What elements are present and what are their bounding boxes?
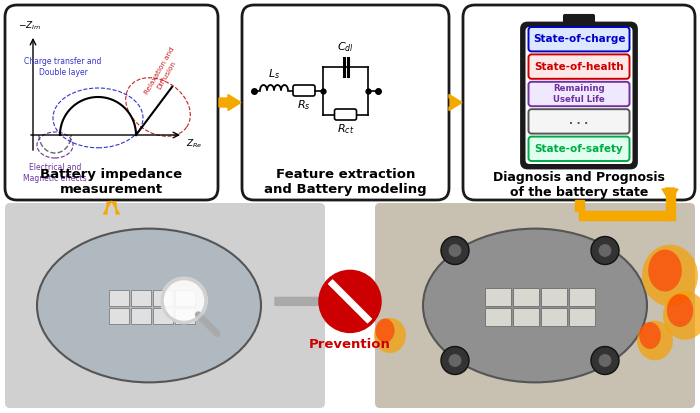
Text: $R_{ct}$: $R_{ct}$ [337, 122, 354, 136]
FancyBboxPatch shape [375, 203, 695, 408]
Ellipse shape [374, 318, 406, 353]
Text: . . .: . . . [569, 116, 589, 126]
Ellipse shape [375, 318, 395, 342]
FancyArrow shape [219, 95, 241, 111]
Text: Prevention: Prevention [309, 338, 391, 351]
Bar [569, 308, 595, 326]
Ellipse shape [667, 294, 693, 327]
FancyBboxPatch shape [242, 5, 449, 200]
Bar [541, 308, 567, 326]
Text: State-of-safety: State-of-safety [535, 144, 624, 154]
Circle shape [591, 237, 619, 264]
Circle shape [441, 237, 469, 264]
Bar [131, 290, 151, 306]
Text: Relaxation and
Diffusion: Relaxation and Diffusion [144, 47, 182, 100]
Text: $Z_{Re}$: $Z_{Re}$ [186, 137, 202, 150]
FancyBboxPatch shape [564, 15, 594, 24]
FancyBboxPatch shape [526, 27, 633, 164]
Bar [485, 288, 511, 306]
FancyBboxPatch shape [335, 109, 356, 120]
Ellipse shape [648, 249, 682, 292]
FancyBboxPatch shape [528, 109, 629, 133]
Bar [579, 211, 670, 219]
Text: $L_s$: $L_s$ [268, 68, 280, 81]
Text: $C_{dl}$: $C_{dl}$ [337, 41, 354, 55]
Text: Diagnosis and Prognosis
of the battery state: Diagnosis and Prognosis of the battery s… [493, 171, 665, 199]
FancyArrow shape [104, 201, 120, 214]
FancyBboxPatch shape [528, 27, 629, 51]
Text: State-of-charge: State-of-charge [533, 34, 625, 44]
Circle shape [598, 354, 612, 368]
Circle shape [448, 354, 462, 368]
Bar [109, 290, 129, 306]
Text: $-Z_{Im}$: $-Z_{Im}$ [18, 19, 42, 32]
Bar [666, 190, 675, 219]
Bar [131, 308, 151, 324]
Text: Electrical and
Magnetic effects: Electrical and Magnetic effects [23, 163, 87, 183]
Bar [485, 308, 511, 326]
Circle shape [591, 347, 619, 375]
Text: Charge transfer and
Double layer: Charge transfer and Double layer [25, 57, 101, 77]
Ellipse shape [663, 291, 700, 340]
Ellipse shape [637, 321, 673, 360]
Bar [153, 308, 173, 324]
Circle shape [441, 347, 469, 375]
Bar [109, 308, 129, 324]
Bar [513, 308, 539, 326]
FancyBboxPatch shape [5, 5, 218, 200]
Circle shape [448, 244, 462, 257]
Ellipse shape [423, 229, 647, 382]
Ellipse shape [37, 229, 261, 382]
FancyBboxPatch shape [528, 137, 629, 161]
FancyArrow shape [275, 293, 360, 309]
FancyBboxPatch shape [528, 82, 629, 106]
Ellipse shape [639, 322, 661, 349]
FancyBboxPatch shape [293, 85, 315, 96]
FancyBboxPatch shape [528, 55, 629, 79]
FancyBboxPatch shape [522, 23, 636, 168]
FancyBboxPatch shape [5, 203, 325, 408]
Ellipse shape [642, 244, 698, 306]
Text: $R_s$: $R_s$ [298, 98, 311, 112]
Text: Remaining
Useful Life: Remaining Useful Life [553, 84, 605, 104]
Text: State-of-health: State-of-health [534, 62, 624, 71]
Bar [175, 308, 195, 324]
Bar [513, 288, 539, 306]
FancyArrow shape [449, 95, 462, 111]
FancyArrow shape [662, 188, 678, 202]
Text: Feature extraction
and Battery modeling: Feature extraction and Battery modeling [264, 168, 427, 196]
Bar [541, 288, 567, 306]
FancyBboxPatch shape [463, 5, 695, 200]
Text: Battery impedance
measurement: Battery impedance measurement [41, 168, 183, 196]
Circle shape [598, 244, 612, 257]
Bar [569, 288, 595, 306]
Bar [575, 200, 584, 211]
Circle shape [320, 271, 380, 331]
Bar [175, 290, 195, 306]
Circle shape [162, 278, 206, 323]
Bar [153, 290, 173, 306]
